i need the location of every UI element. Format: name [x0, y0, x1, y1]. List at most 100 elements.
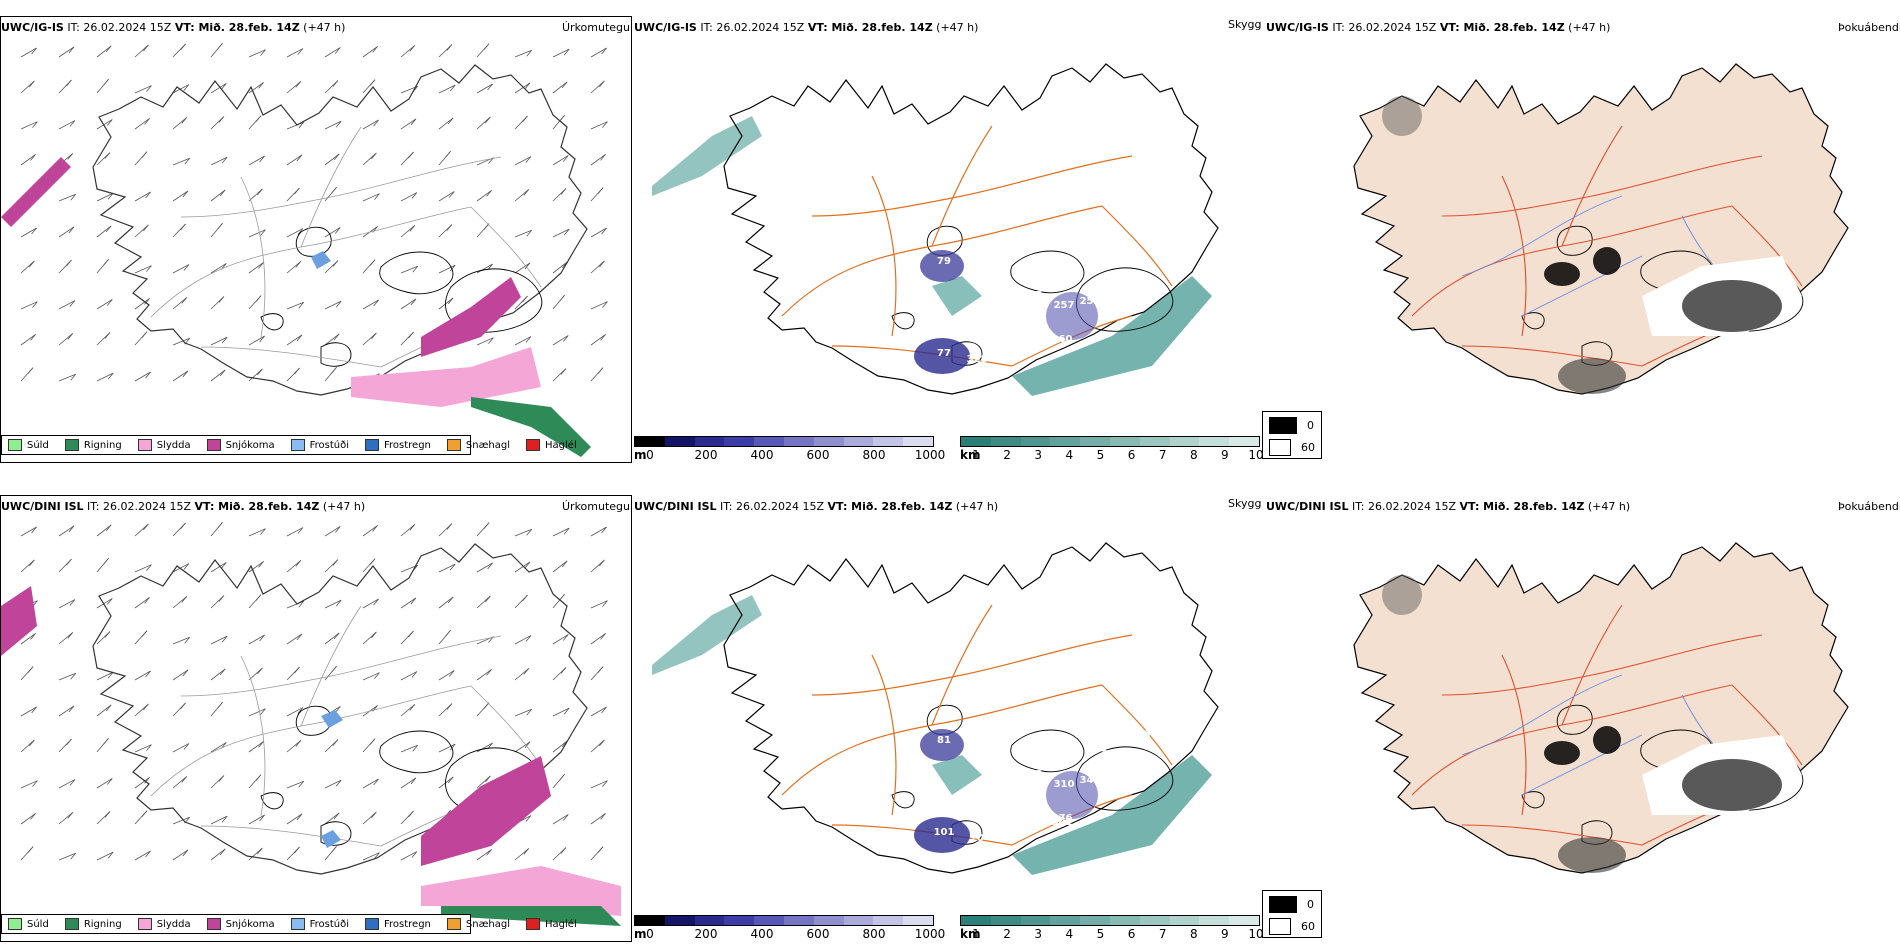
road-line	[811, 634, 1133, 696]
legend-swatch	[290, 918, 305, 930]
wind-barb	[514, 229, 532, 238]
wind-barb	[362, 119, 379, 130]
wind-barb-flag	[600, 813, 606, 820]
wind-barb	[20, 780, 38, 789]
glacier-outline	[260, 313, 284, 331]
wind-barb	[286, 707, 304, 717]
low-vis-area	[1012, 755, 1212, 875]
wind-barb-flag	[183, 563, 190, 570]
colorbar-cell	[1050, 437, 1081, 446]
wind-barb-flag	[295, 560, 302, 567]
vis-panel-bottom: 81 101 70 462 310 344 330 476 283 276 301	[632, 495, 1262, 942]
wind-barb	[438, 117, 454, 130]
wind-barb-flag	[333, 812, 340, 820]
wind-barb-flag	[103, 737, 109, 745]
wind-barb	[514, 336, 532, 346]
vis-value-label: 462	[1022, 769, 1043, 780]
wind-barb	[172, 264, 190, 274]
wind-barb	[476, 595, 491, 609]
wind-barb-flag	[180, 522, 186, 530]
wind-barb	[134, 265, 152, 274]
wind-barb-flag	[146, 265, 152, 272]
legend-swatch	[290, 439, 305, 451]
wind-barb-flag	[485, 775, 491, 783]
wind-barb-flag	[410, 597, 417, 605]
wind-barb-flag	[182, 849, 189, 857]
wind-barb-flag	[143, 523, 149, 531]
wind-barb-flag	[601, 227, 607, 235]
colorbar-ticks: km 1 2 3 4 5 6 7 8 9 10	[960, 926, 1264, 941]
wind-barb	[134, 191, 151, 202]
wind-barb	[134, 85, 152, 94]
wind-barb-flag	[67, 153, 74, 160]
wind-barb	[96, 524, 112, 537]
wind-barb-flag	[180, 43, 186, 51]
wind-barb-flag	[143, 224, 149, 232]
legend-item: Rigning	[64, 918, 122, 930]
wind-barb-flag	[522, 594, 528, 602]
wind-barb-flag	[217, 222, 223, 230]
wind-barb-flag	[487, 562, 493, 570]
wind-barb	[476, 83, 493, 94]
road-line	[300, 605, 362, 727]
colorbar-cell	[783, 437, 814, 446]
legend-item: Frostúði	[290, 439, 349, 451]
wind-barb	[400, 777, 417, 789]
wind-barb-flag	[218, 595, 225, 602]
wind-barb-flag	[255, 774, 262, 781]
wind-barb-flag	[219, 189, 226, 197]
wind-barb-flag	[485, 116, 491, 124]
legend-swatch	[137, 918, 152, 930]
wind-barb-flag	[105, 225, 112, 233]
very-low-vis-area	[920, 250, 964, 282]
fog-legend-swatch	[1269, 417, 1297, 434]
wind-barb	[324, 227, 341, 238]
wind-barb-flag	[259, 155, 265, 163]
wind-barb	[438, 191, 455, 202]
fog-legend-label: 60	[1301, 920, 1315, 933]
legend-swatch	[526, 439, 541, 451]
wind-barb-flag	[298, 601, 304, 608]
wind-barb	[58, 779, 76, 789]
colorbar-tick-label: 800	[862, 927, 886, 941]
vis-map-top: 79 77 328 355 257 254 329 160	[652, 63, 1219, 396]
wind-barb-flag	[408, 151, 414, 159]
wind-barb	[590, 334, 606, 346]
road-line	[1561, 125, 1623, 247]
wind-barb-flag	[32, 780, 38, 787]
wind-barb-flag	[600, 334, 606, 341]
wind-barb	[172, 297, 188, 310]
colorbar-cell	[1109, 916, 1140, 925]
wind-barb-flag	[449, 743, 456, 751]
colorbar-tick-label: 800	[862, 448, 886, 462]
wind-barb-flag	[255, 594, 262, 601]
wind-barb-flag	[295, 81, 302, 88]
wind-barb	[552, 634, 569, 645]
wind-barb	[362, 332, 377, 346]
fog-area	[1558, 837, 1626, 873]
wind-barb-flag	[70, 853, 76, 860]
wind-barb-flag	[488, 337, 494, 344]
wind-barb-flag	[217, 701, 223, 709]
wind-barb-flag	[257, 368, 263, 376]
wind-barb	[590, 559, 605, 573]
wind-barb-flag	[181, 297, 188, 304]
wind-barb	[400, 192, 418, 202]
wind-barb	[590, 739, 605, 753]
wind-barb-flag	[68, 525, 75, 533]
wind-barb	[400, 118, 417, 130]
wind-barb	[400, 298, 417, 310]
wind-barb-flag	[30, 334, 36, 341]
wind-barb	[210, 562, 227, 573]
wind-barb-flag	[334, 526, 341, 533]
wind-barb	[438, 596, 454, 609]
wind-barb	[362, 778, 379, 789]
wind-barb	[210, 815, 228, 825]
wind-barb	[58, 812, 74, 825]
title-fog-bottom: Þokuábendi	[1838, 500, 1900, 513]
colorbar-cell	[1139, 437, 1170, 446]
wind-barb-flag	[448, 670, 455, 677]
colorbar-cell	[990, 437, 1021, 446]
fog-legend-row: 0	[1269, 417, 1315, 434]
wind-barb	[134, 703, 149, 717]
